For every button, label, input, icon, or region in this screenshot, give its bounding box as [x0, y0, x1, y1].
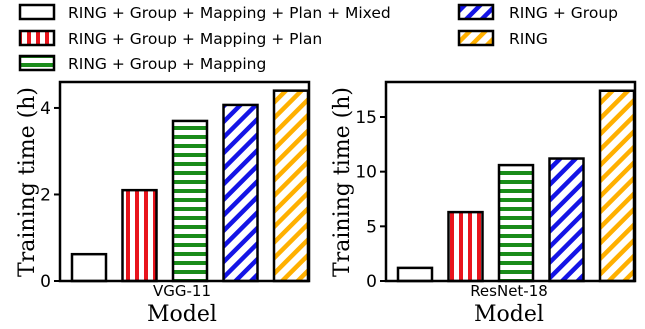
chart-panel-vgg: Training time (h) VGG-11 Model 0 2 4 — [15, 80, 311, 327]
y-axis-label: Training time (h) — [330, 87, 355, 277]
bar-3 — [222, 103, 259, 283]
legend-swatch-4 — [457, 29, 495, 47]
plot-frame — [58, 80, 311, 283]
bar-2 — [171, 119, 209, 283]
bar-4 — [272, 89, 310, 283]
legend-swatch-3 — [457, 3, 495, 21]
plot-frame — [384, 80, 637, 283]
legend-label-4: RING — [509, 30, 548, 48]
legend-label-2: RING + Group + Mapping — [68, 55, 266, 73]
bar-1 — [447, 210, 484, 283]
category-label: ResNet-18 — [470, 282, 548, 300]
legend-entry: RING + Group — [457, 3, 618, 22]
x-axis-label: Model — [474, 302, 544, 327]
bar-2 — [497, 163, 535, 283]
y-tick-label: 15 — [355, 108, 377, 128]
category-label: VGG-11 — [153, 282, 211, 300]
legend-swatch-2 — [18, 54, 56, 72]
y-tick-label: 5 — [366, 217, 377, 237]
legend-entry: RING — [457, 29, 548, 48]
y-tick-label: 10 — [355, 163, 377, 183]
y-axis-ticks: 0 5 10 15 — [355, 108, 386, 292]
legend-label-3: RING + Group — [509, 4, 618, 22]
legend-entry: RING + Group + Mapping — [18, 54, 266, 73]
bars — [396, 89, 636, 283]
y-tick-label: 0 — [366, 272, 377, 292]
y-axis-label: Training time (h) — [15, 87, 40, 277]
bars — [70, 89, 310, 283]
legend-entry: RING + Group + Mapping + Plan — [18, 29, 322, 48]
x-axis-label: Model — [147, 302, 217, 327]
y-tick-label: 0 — [40, 272, 51, 292]
bar-4 — [598, 89, 636, 283]
legend: RING + Group + Mapping + Plan + Mixed RI… — [18, 3, 618, 73]
bar-0 — [396, 266, 434, 283]
y-axis-ticks: 0 2 4 — [40, 99, 60, 292]
chart-panel-resnet: Training time (h) ResNet-18 Model 0 5 10 15 — [330, 80, 637, 327]
bar-1 — [121, 188, 158, 283]
legend-swatch-1 — [18, 29, 56, 47]
legend-label-1: RING + Group + Mapping + Plan — [68, 30, 322, 48]
bar-3 — [548, 157, 585, 283]
bar-0 — [70, 252, 108, 283]
legend-label-0: RING + Group + Mapping + Plan + Mixed — [68, 4, 391, 22]
y-tick-label: 2 — [40, 185, 51, 205]
legend-entry: RING + Group + Mapping + Plan + Mixed — [18, 3, 391, 22]
y-tick-label: 4 — [40, 99, 51, 119]
legend-swatch-0 — [18, 3, 56, 21]
